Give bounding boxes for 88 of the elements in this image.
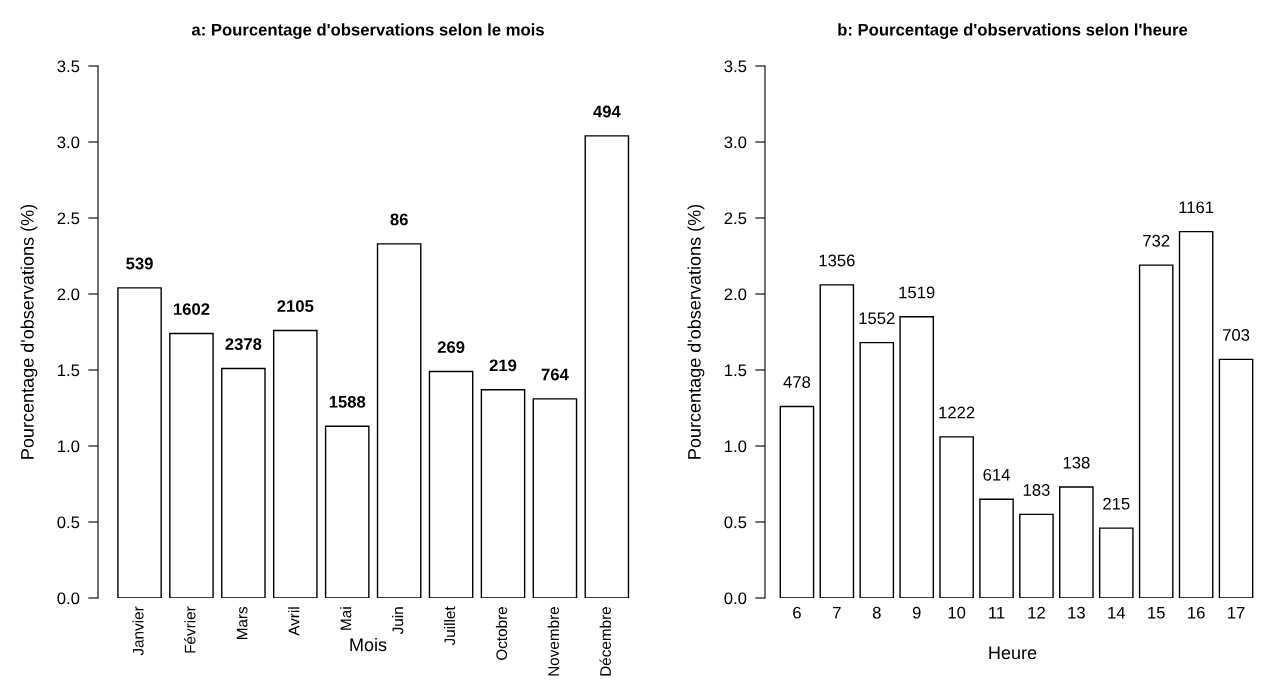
bar [376, 243, 422, 598]
y-tick-label: 0.5 [724, 516, 747, 529]
annotation: 215 [1103, 497, 1130, 510]
x-tick-label: 14 [1108, 606, 1126, 619]
bar [532, 398, 578, 598]
x-tick-label: 6 [793, 606, 801, 619]
y-tick-label: 3.5 [724, 60, 747, 73]
bar [1218, 358, 1254, 598]
x-tick-label: 10 [948, 606, 966, 619]
annotation: 1519 [899, 286, 935, 299]
bar [584, 135, 630, 598]
y-tick-label: 2.5 [57, 212, 80, 225]
bar [480, 389, 526, 598]
annotation: 138 [1063, 456, 1090, 469]
x-tick-label: Janvier [132, 606, 144, 656]
y-tick-label: 2.0 [724, 288, 747, 301]
bar [221, 367, 266, 598]
annotation: 269 [437, 341, 465, 354]
x-axis-title: Heure [989, 646, 1037, 660]
y-axis-title: Pourcentage d'observations (%) [20, 204, 38, 459]
chart-title: b: Pourcentage d'observations selon l'heure [838, 23, 1188, 39]
bar [1178, 230, 1214, 598]
annotation: 732 [1143, 234, 1170, 247]
bar [324, 425, 370, 598]
y-tick-label: 2.0 [57, 288, 80, 301]
annotation: 494 [593, 105, 621, 118]
y-tick-label: 3.0 [57, 136, 80, 149]
y-axis-title: Pourcentage d'observations (%) [687, 204, 705, 459]
y-tick-label: 2.5 [724, 212, 747, 225]
annotation: 2378 [225, 338, 262, 351]
bar [939, 436, 974, 598]
bar [1059, 486, 1094, 598]
y-tick-label: 0.5 [57, 516, 80, 529]
x-tick-label: Avril [288, 607, 300, 636]
y-tick-label: 0.0 [57, 592, 80, 605]
x-tick-label: Novembre [547, 607, 560, 676]
y-tick-label: 3.0 [724, 136, 747, 149]
x-tick-label: 13 [1068, 606, 1085, 619]
annotation: 2105 [277, 300, 314, 312]
annotation: 764 [541, 368, 569, 381]
x-tick-label: 9 [912, 606, 921, 619]
bar [272, 329, 318, 598]
bar [1098, 527, 1134, 598]
x-tick-label: Octobre [495, 607, 508, 660]
x-tick-label: 16 [1188, 606, 1205, 619]
annotation: 183 [1023, 484, 1050, 496]
bar [169, 332, 214, 598]
x-tick-label: Mars [236, 606, 248, 640]
annotation: 1552 [859, 312, 895, 325]
bar [117, 287, 162, 598]
y-tick-label: 1.5 [725, 364, 747, 377]
y-tick-label: 3.5 [57, 60, 80, 73]
y-tick-label: 1.0 [58, 440, 80, 453]
x-tick-label: Juin [392, 607, 404, 635]
annotation: 703 [1223, 329, 1250, 341]
annotation: 478 [783, 376, 811, 388]
x-tick-label: Juillet [443, 606, 456, 646]
annotation: 614 [983, 468, 1010, 481]
annotation: 86 [390, 213, 408, 226]
x-axis-title: Mois [350, 637, 387, 652]
annotation: 219 [489, 359, 517, 372]
bar [779, 405, 815, 598]
bar [1019, 513, 1054, 598]
bar [859, 341, 895, 598]
annotation: 1356 [819, 254, 855, 267]
annotation: 1602 [173, 303, 210, 316]
bar [819, 284, 855, 598]
x-tick-label: 12 [1028, 606, 1045, 619]
bar [428, 370, 474, 598]
chart-title: a: Pourcentage d'observations selon le mois [191, 23, 544, 39]
y-tick-label: 1.5 [58, 364, 80, 377]
bar [979, 498, 1014, 598]
bar [899, 316, 935, 598]
annotation: 1161 [1179, 201, 1214, 214]
annotation: 539 [126, 257, 153, 270]
x-tick-label: Décembre [599, 607, 611, 676]
x-tick-label: 17 [1228, 606, 1245, 619]
x-tick-label: Février [184, 606, 196, 653]
bar [1138, 264, 1174, 598]
y-tick-label: 0.0 [724, 592, 747, 605]
x-tick-label: 8 [872, 606, 881, 619]
annotation: 1222 [939, 406, 975, 419]
x-tick-label: 7 [833, 606, 841, 619]
y-tick-label: 1.0 [725, 440, 747, 453]
x-tick-label: 11 [989, 606, 1005, 619]
annotation: 1588 [329, 395, 366, 408]
x-tick-label: Mai [340, 607, 352, 630]
x-tick-label: 15 [1148, 606, 1165, 619]
